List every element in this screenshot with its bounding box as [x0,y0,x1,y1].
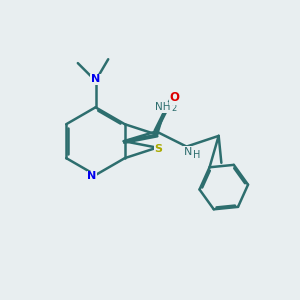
Text: 2: 2 [171,104,176,113]
Text: NH: NH [155,102,170,112]
Text: N: N [184,147,192,157]
Text: S: S [154,144,163,154]
Text: H: H [193,150,200,161]
Text: O: O [169,91,179,104]
Text: N: N [87,172,97,182]
Text: N: N [91,74,100,84]
